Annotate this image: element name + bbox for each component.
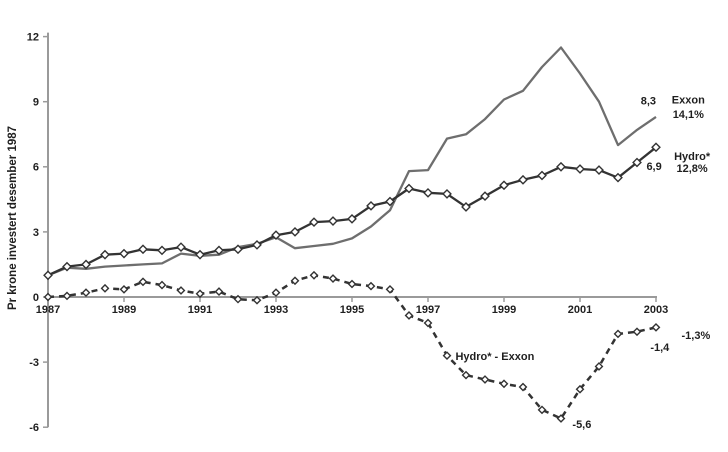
- series-marker-hydro: [119, 248, 129, 259]
- series-marker-hydro: [233, 244, 243, 255]
- series-marker-hydro: [480, 191, 490, 201]
- series-marker-hydro-exxon: [252, 295, 262, 305]
- annotation-exxon-end-value: 8,3: [641, 95, 656, 107]
- x-tick-label: 1987: [36, 304, 60, 316]
- y-tick-label: 3: [33, 227, 39, 239]
- series-marker-hydro: [252, 240, 262, 250]
- y-tick-label: -6: [29, 422, 39, 434]
- series-marker-hydro-exxon: [100, 283, 110, 293]
- series-marker-hydro-exxon: [651, 322, 661, 332]
- series-marker-hydro: [385, 196, 395, 207]
- series-marker-hydro: [366, 200, 376, 211]
- series-marker-hydro-exxon: [119, 285, 129, 294]
- series-marker-hydro-exxon: [404, 311, 414, 320]
- x-tick-label: 1997: [416, 304, 440, 316]
- annotation-diff-return: -1,3%: [682, 330, 711, 342]
- series-marker-hydro: [328, 216, 338, 226]
- series-marker-hydro-exxon: [385, 285, 395, 294]
- series-marker-hydro-exxon: [575, 384, 585, 394]
- series-marker-hydro-exxon: [81, 288, 91, 298]
- x-tick-label: 2001: [568, 304, 592, 316]
- series-marker-hydro-exxon: [176, 286, 186, 295]
- series-marker-hydro-exxon: [461, 370, 471, 380]
- x-tick-label: 1991: [188, 304, 212, 316]
- series-marker-hydro-exxon: [366, 281, 376, 291]
- series-marker-hydro: [176, 242, 186, 252]
- y-axis-title: Pr krone investert desember 1987: [7, 125, 19, 311]
- series-marker-hydro-exxon: [613, 329, 623, 339]
- series-marker-hydro-exxon: [632, 327, 642, 337]
- annotation-exxon-name: Exxon: [672, 94, 705, 106]
- series-marker-hydro-exxon: [537, 405, 547, 415]
- series-marker-hydro: [594, 165, 604, 175]
- series-marker-hydro: [62, 261, 72, 272]
- y-tick-label: 0: [33, 292, 39, 304]
- series-marker-hydro: [214, 245, 224, 256]
- annotation-diff-min-value: -5,6: [572, 419, 591, 431]
- x-tick-label: 2003: [644, 304, 668, 316]
- series-marker-hydro: [442, 189, 452, 199]
- series-line-exxon: [47, 46, 657, 277]
- series-marker-hydro-exxon: [423, 318, 433, 328]
- series-marker-hydro-exxon: [347, 279, 357, 289]
- series-marker-hydro: [575, 164, 585, 174]
- y-tick-label: -3: [29, 357, 39, 369]
- series-marker-hydro: [309, 217, 319, 228]
- series-marker-hydro: [347, 213, 357, 224]
- x-tick-label: 1999: [492, 304, 516, 316]
- y-tick-label: 9: [33, 97, 39, 109]
- annotation-exxon-return: 14,1%: [673, 109, 704, 121]
- series-marker-hydro-exxon: [442, 351, 452, 360]
- series-marker-hydro-exxon: [556, 414, 566, 423]
- series-marker-hydro: [157, 245, 167, 256]
- annotation-hydro-return: 12,8%: [676, 163, 707, 175]
- series-marker-hydro-exxon: [233, 294, 243, 304]
- series-marker-hydro: [651, 142, 661, 153]
- series-marker-hydro: [613, 172, 623, 183]
- series-marker-hydro: [43, 270, 53, 281]
- series-marker-hydro: [271, 230, 281, 241]
- series-marker-hydro: [632, 157, 642, 168]
- series-marker-hydro: [290, 227, 300, 237]
- series-marker-hydro-exxon: [480, 375, 490, 384]
- series-marker-hydro-exxon: [157, 280, 167, 290]
- series-marker-hydro: [423, 187, 433, 198]
- annotation-diff-name: Hydro* - Exxon: [455, 351, 534, 363]
- series-marker-hydro-exxon: [594, 362, 604, 371]
- series-marker-hydro-exxon: [138, 277, 148, 287]
- series-marker-hydro: [518, 174, 528, 185]
- series-marker-hydro-exxon: [290, 276, 300, 286]
- series-marker-hydro: [404, 183, 414, 194]
- annotation-hydro-name: Hydro*: [674, 151, 711, 163]
- y-tick-label: 6: [33, 162, 39, 174]
- series-line-hydro-exxon: [47, 274, 657, 420]
- y-tick-label: 12: [27, 31, 39, 43]
- series-marker-hydro-exxon: [518, 382, 528, 392]
- series-marker-hydro-exxon: [214, 287, 224, 296]
- series-marker-hydro-exxon: [309, 270, 319, 280]
- series-marker-hydro: [537, 170, 547, 181]
- series-marker-hydro: [100, 249, 110, 260]
- x-tick-label: 1995: [340, 304, 364, 316]
- x-tick-label: 1989: [112, 304, 136, 316]
- series-marker-hydro: [499, 180, 509, 191]
- series-marker-hydro-exxon: [499, 379, 509, 389]
- series-marker-hydro-exxon: [62, 291, 72, 301]
- series-marker-hydro-exxon: [195, 289, 205, 299]
- series-marker-hydro-exxon: [328, 274, 338, 283]
- annotation-diff-end-value: -1,4: [650, 342, 670, 354]
- series-marker-hydro: [138, 244, 148, 255]
- annotation-hydro-end-value: 6,9: [646, 161, 661, 173]
- x-tick-label: 1993: [264, 304, 288, 316]
- series-marker-hydro: [556, 161, 566, 172]
- series-marker-hydro-exxon: [43, 292, 53, 302]
- series-marker-hydro: [461, 202, 471, 212]
- series-marker-hydro-exxon: [271, 288, 281, 298]
- series-marker-hydro: [195, 249, 205, 260]
- series-marker-hydro: [81, 259, 91, 270]
